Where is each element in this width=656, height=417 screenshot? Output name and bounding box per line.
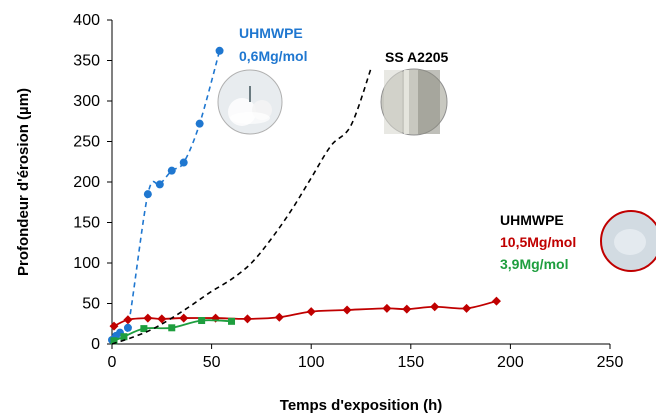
- series-1-point-14: [491, 296, 501, 306]
- x-tick-label-5: 250: [597, 354, 624, 371]
- y-tick-label-4: 200: [73, 174, 100, 191]
- series-1-point-9: [342, 305, 352, 315]
- annotation-uhmwpe-low-mass: 0,6Mg/mol: [239, 48, 307, 64]
- y-tick-label-8: 400: [73, 12, 100, 29]
- series-2-point-1: [120, 333, 128, 341]
- series-2-point-5: [228, 317, 236, 325]
- annotation-uhmwpe-low-name: UHMWPE: [239, 25, 303, 41]
- series-0-point-6: [167, 166, 176, 175]
- series-0-point-8: [195, 119, 204, 128]
- annotation-ss: SS A2205: [385, 49, 449, 65]
- y-tick-label-3: 150: [73, 215, 100, 232]
- x-tick-label-1: 50: [203, 354, 221, 371]
- series-0-point-4: [143, 190, 152, 199]
- series-1-line: [113, 300, 497, 327]
- photo-ss: [380, 68, 448, 136]
- annotation-uhmwpe-high-mass2: 3,9Mg/mol: [500, 256, 568, 272]
- y-tick-label-1: 50: [82, 296, 100, 313]
- series-1-point-8: [306, 307, 316, 317]
- y-axis-title: Profondeur d'érosion (µm): [15, 88, 32, 276]
- series-1-point-3: [157, 314, 167, 324]
- y-tick-label-5: 250: [73, 134, 100, 151]
- x-tick-label-4: 200: [497, 354, 524, 371]
- annotations: UHMWPE 0,6Mg/mol SS A2205 UHMWPE 10,5Mg/…: [239, 25, 576, 272]
- y-tick-label-2: 100: [73, 255, 100, 272]
- photo-insets: [217, 68, 656, 272]
- series-0-point-9: [215, 46, 224, 55]
- axes: 0 50 100 150 200 250 300 350 400 0 50 100 150 200 250 T…: [15, 12, 623, 414]
- series-layer: [108, 46, 501, 345]
- series-1-point-13: [462, 303, 472, 313]
- x-tick-label-2: 100: [298, 354, 325, 371]
- annotation-uhmwpe-high-name: UHMWPE: [500, 212, 564, 228]
- series-0: [108, 46, 224, 344]
- series-2-point-3: [168, 324, 176, 332]
- series-1-point-1: [123, 315, 133, 325]
- y-tick-label-6: 300: [73, 93, 100, 110]
- series-0-point-3: [123, 323, 132, 332]
- x-tick-label-0: 0: [108, 354, 117, 371]
- series-1-point-11: [402, 304, 412, 314]
- y-tick-label-0: 0: [91, 336, 100, 353]
- series-1-point-6: [242, 314, 252, 324]
- series-1-point-0: [109, 321, 119, 331]
- series-1: [109, 296, 501, 331]
- series-1-point-4: [179, 313, 189, 323]
- x-axis-title: Temps d'exposition (h): [280, 397, 442, 414]
- y-tick-label-7: 350: [73, 53, 100, 70]
- series-2-point-4: [198, 317, 206, 325]
- series-0-point-5: [155, 180, 164, 189]
- series-0-point-7: [179, 158, 188, 167]
- x-tick-label-3: 150: [397, 354, 424, 371]
- annotation-uhmwpe-high-mass1: 10,5Mg/mol: [500, 234, 576, 250]
- series-3: [111, 68, 372, 345]
- photo-uhmwpe-high: [600, 210, 656, 272]
- series-1-point-10: [382, 303, 392, 313]
- series-1-point-2: [143, 313, 153, 323]
- series-3-line: [111, 68, 372, 345]
- series-2-point-2: [140, 325, 148, 333]
- series-1-point-12: [430, 302, 440, 312]
- photo-uhmwpe-low: [217, 69, 283, 135]
- series-1-point-7: [274, 312, 284, 322]
- series-2-point-0: [110, 337, 118, 345]
- series-2: [110, 317, 236, 345]
